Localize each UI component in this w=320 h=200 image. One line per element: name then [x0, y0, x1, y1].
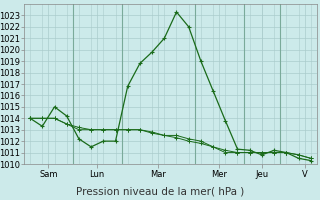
Text: Pression niveau de la mer( hPa ): Pression niveau de la mer( hPa ) — [76, 186, 244, 196]
